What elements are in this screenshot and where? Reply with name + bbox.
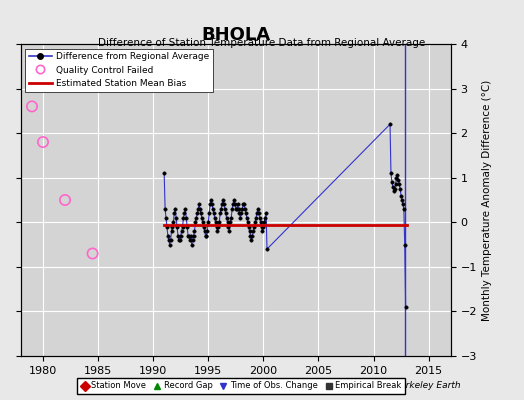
Title: BHOLA: BHOLA	[201, 26, 270, 44]
Point	[89, 250, 97, 257]
Text: Difference of Station Temperature Data from Regional Average: Difference of Station Temperature Data f…	[99, 38, 425, 48]
Point	[61, 197, 69, 203]
Legend: Station Move, Record Gap, Time of Obs. Change, Empirical Break: Station Move, Record Gap, Time of Obs. C…	[77, 378, 405, 394]
Legend: Difference from Regional Average, Quality Control Failed, Estimated Station Mean: Difference from Regional Average, Qualit…	[26, 48, 213, 92]
Y-axis label: Monthly Temperature Anomaly Difference (°C): Monthly Temperature Anomaly Difference (…	[483, 79, 493, 321]
Point	[39, 139, 47, 145]
Text: Berkeley Earth: Berkeley Earth	[395, 381, 461, 390]
Point	[28, 103, 36, 110]
